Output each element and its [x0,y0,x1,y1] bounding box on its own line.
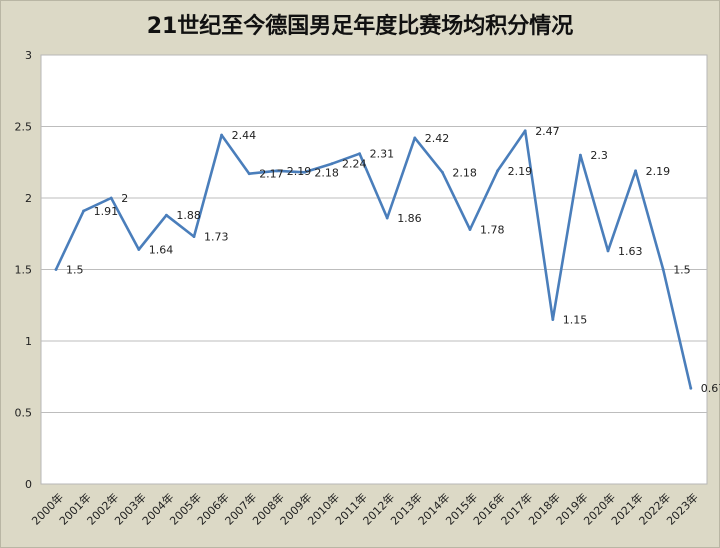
y-tick-label: 3 [25,49,32,62]
data-point [496,169,499,173]
series-line [54,129,693,390]
data-point [579,153,582,157]
data-label: 1.78 [480,223,505,236]
series-group [54,129,693,390]
data-label: 1.5 [673,264,691,277]
data-label: 0.67 [701,382,720,395]
data-point [551,318,555,321]
data-label: 2 [121,192,128,205]
data-point [330,162,334,166]
data-point [137,248,141,251]
data-label: 2.19 [646,165,671,178]
y-tick-label: 2.5 [15,121,33,134]
data-point [109,196,113,200]
data-label: 2.31 [370,148,395,161]
data-point [220,133,224,137]
y-tick-label: 1 [25,335,32,348]
x-tick-label: 2023年 [663,490,700,527]
data-label: 2.18 [314,166,339,179]
data-point [358,152,361,156]
y-axis-ticks: 0 0.5 1 1.5 2 2.5 3 [15,49,33,491]
data-label: 2.3 [590,149,608,162]
data-label: 2.18 [452,166,477,179]
data-point [385,216,389,220]
data-label: 1.15 [563,314,588,327]
data-label: 2.47 [535,125,560,138]
data-point [606,249,610,253]
y-tick-label: 2 [25,192,32,205]
data-label: 1.64 [149,243,174,256]
data-point [441,170,444,174]
data-point [634,169,637,173]
data-point [192,235,196,239]
data-point [523,129,527,133]
y-tick-label: 1.5 [15,264,33,277]
y-tick-label: 0 [25,478,32,491]
data-point [413,136,417,140]
data-point [689,386,693,390]
x-axis-ticks: 2000年2001年2002年2003年2004年2005年2006年2007年… [29,490,701,527]
data-label: 2.24 [342,158,367,171]
data-label: 1.5 [66,264,84,277]
data-point [82,209,85,213]
data-label: 2.42 [425,132,450,145]
data-point [468,228,472,231]
data-label: 2.19 [508,165,532,178]
data-point [661,268,665,271]
data-point [165,213,168,217]
data-label: 2.44 [232,129,257,142]
data-point [275,169,279,173]
data-label: 1.91 [94,205,119,218]
gridlines [41,126,707,413]
data-label: 2.19 [287,165,312,178]
data-label: 1.73 [204,231,229,244]
chart-title: 21世纪至今德国男足年度比赛场均积分情况 [146,14,574,39]
data-label: 1.88 [176,209,201,222]
data-label: 1.63 [618,245,643,258]
data-label: 2.17 [259,168,284,181]
data-point [303,170,306,174]
data-label: 1.86 [397,212,422,225]
data-point [54,268,58,271]
y-tick-label: 0.5 [15,407,33,420]
data-point [247,172,251,176]
